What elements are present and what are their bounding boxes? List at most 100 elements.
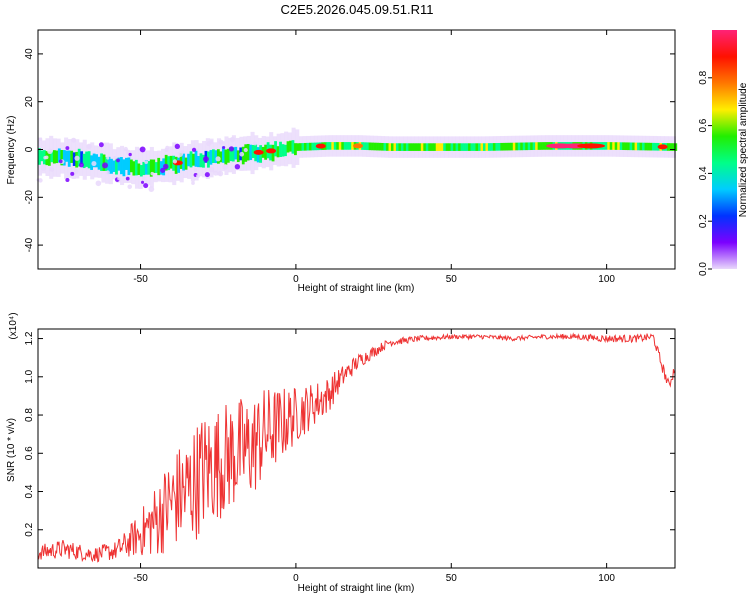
spectrogram-band-cell <box>517 142 521 151</box>
spectrogram-band-cell <box>194 150 198 167</box>
spectrogram-band-cell <box>525 142 529 151</box>
spectrogram-band-cell <box>515 142 519 151</box>
spectrogram-band-cell <box>637 142 640 151</box>
spectrogram-band-cell <box>70 150 74 163</box>
colorbar-tick-label: 0.2 <box>698 214 709 228</box>
spectrogram-ytick-label: 20 <box>24 96 35 108</box>
snr-xlabel: Height of straight line (km) <box>298 583 415 594</box>
spectrogram-band-cell <box>187 153 190 167</box>
spectrogram-ylabel: Frequency (Hz) <box>6 116 17 185</box>
spectrogram-ytick-label: 0 <box>24 146 35 152</box>
spectrogram-band-cell <box>448 143 451 151</box>
spectrogram-speckle <box>140 180 145 184</box>
spectrogram-band-cell <box>110 158 113 174</box>
spectrogram-band-cell <box>527 142 531 151</box>
spectrogram-band-cell <box>373 142 377 151</box>
snr-line-group <box>37 332 676 563</box>
spectrogram-band-cell <box>274 141 277 157</box>
spectrogram-band-cell <box>291 140 295 154</box>
spectrogram-band-cell <box>470 143 474 151</box>
spectrogram-band-cell <box>122 159 126 177</box>
colorbar-tick-label: 0.6 <box>698 118 709 132</box>
snr-xtick-label: 0 <box>293 573 299 584</box>
spectrogram-speckle <box>105 170 110 175</box>
spectrogram-peak <box>353 143 364 149</box>
spectrogram-band-cell <box>535 142 538 150</box>
spectrogram-band-cell <box>410 143 414 151</box>
spectrogram-band-cell <box>192 153 195 166</box>
spectrogram-band-cell <box>281 144 285 157</box>
snr-ytick-label: 0.2 <box>24 522 35 536</box>
spectrogram-band-cell <box>115 158 118 175</box>
snr-axes: -50 0 50 100 0.2 0.4 0.6 0.8 1.0 1.2 <box>24 329 675 584</box>
snr-series-line <box>37 332 676 563</box>
spectrogram-speckle <box>229 136 235 143</box>
spectrogram-speckle <box>234 164 241 170</box>
spectrogram-band-cell <box>249 144 253 161</box>
spectrogram-speckle <box>202 156 209 162</box>
spectrogram-band-cell <box>381 142 384 151</box>
spectrogram-speckle <box>165 145 170 150</box>
spectrogram-band-cell <box>455 143 459 151</box>
spectrogram-speckle <box>106 156 110 160</box>
spectrogram-frame <box>37 29 676 270</box>
spectrogram-band-cell <box>132 161 136 176</box>
spectrogram-band-cell <box>622 142 625 151</box>
spectrogram-band-cell <box>666 143 670 151</box>
spectrogram-band-cell <box>159 161 163 175</box>
spectrogram-speckle <box>128 152 132 157</box>
spectrogram-band-cell <box>371 142 374 151</box>
colorbar-ticks: 0.0 0.2 0.4 0.6 0.8 <box>698 70 712 276</box>
spectrogram-speckle <box>208 166 215 173</box>
snr-ytick-label: 0.4 <box>24 484 35 498</box>
spectrogram-band-cell <box>604 142 608 150</box>
spectrogram-speckle <box>86 143 92 149</box>
spectrogram-band-cell <box>443 143 446 151</box>
spectrogram-speckle <box>102 162 109 169</box>
spectrogram-speckle <box>71 137 77 143</box>
spectrogram-band-cell <box>435 143 439 151</box>
spectrogram-speckle <box>38 137 43 141</box>
spectrogram-band-cell <box>97 156 101 170</box>
spectrogram-band-cell <box>226 148 230 163</box>
spectrogram-band-cell <box>87 151 91 169</box>
spectrogram-band-cell <box>139 165 143 177</box>
snr-ytick-label: 0.8 <box>24 408 35 422</box>
spectrogram-band-cell <box>460 143 464 151</box>
spectrogram-xlabel: Height of straight line (km) <box>298 283 415 294</box>
spectrogram-band-cell <box>92 153 96 168</box>
spectrogram-band-cell <box>276 146 280 158</box>
spectrogram-band-cell <box>502 142 506 151</box>
spectrogram-speckle <box>215 156 221 162</box>
spectrogram-band-cell <box>60 149 64 166</box>
spectrogram-band-cell <box>428 143 432 151</box>
spectrogram-band-cell <box>465 143 469 151</box>
spectrogram-band-cell <box>341 142 345 150</box>
spectrogram-band-cell <box>458 143 461 151</box>
spectrogram-band-cell <box>343 142 347 150</box>
spectrogram-band-cell <box>418 143 422 151</box>
spectrogram-band-cell <box>510 142 514 151</box>
spectrogram-speckle <box>139 146 146 153</box>
spectrogram-speckle <box>95 180 102 187</box>
spectrogram-band-cell <box>430 143 434 151</box>
spectrogram-band-cell <box>654 142 658 151</box>
spectrogram-band-cell <box>127 157 131 175</box>
spectrogram-speckle <box>253 141 258 146</box>
spectrogram-band-cell <box>306 142 310 151</box>
snr-xtick-label: 50 <box>446 573 458 584</box>
spectrogram-band-cell <box>120 157 123 175</box>
spectrogram-band-cell <box>231 147 235 162</box>
spectrogram-band-cell <box>90 155 93 170</box>
spectrogram-band-cell <box>224 149 228 165</box>
spectrogram-speckle <box>113 156 117 160</box>
spectrogram-speckle <box>163 163 169 170</box>
spectrogram-band-cell <box>209 150 213 165</box>
spectrogram-speckle <box>213 170 219 176</box>
colorbar-tick-label: 0.8 <box>698 70 709 84</box>
spectrogram-speckle <box>49 167 55 172</box>
spectrogram-band-cell <box>540 142 543 150</box>
spectrogram-band-cell <box>65 150 69 162</box>
snr-ytick-label: 1.0 <box>24 369 35 383</box>
spectrogram-speckle <box>73 169 79 175</box>
